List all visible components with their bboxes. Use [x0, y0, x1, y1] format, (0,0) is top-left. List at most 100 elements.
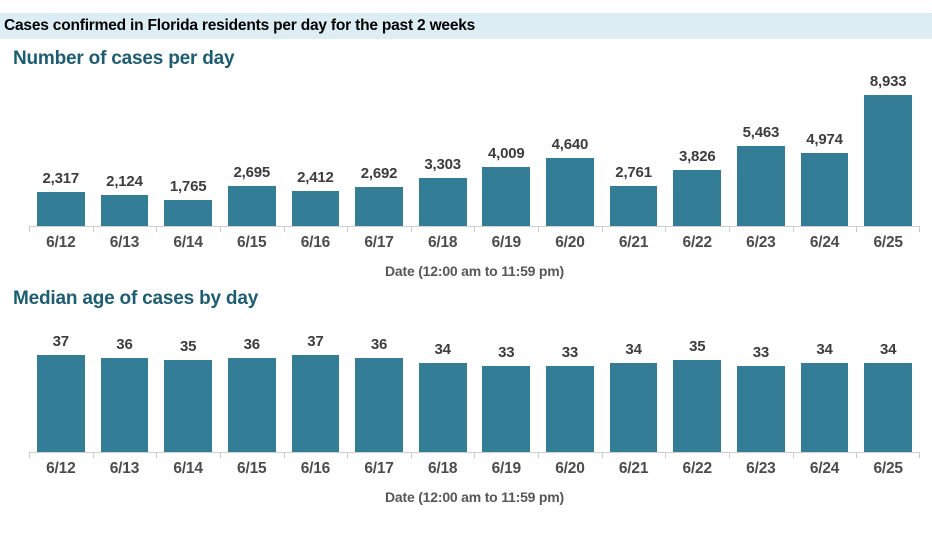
x-tick-label: 6/16	[283, 453, 348, 479]
bar: 33	[737, 344, 785, 452]
page-title: Cases confirmed in Florida residents per…	[0, 13, 932, 39]
bar: 3,303	[418, 156, 467, 226]
x-tick-label: 6/23	[729, 227, 793, 253]
cases-x-axis-caption: Date (12:00 am to 11:59 pm)	[384, 263, 564, 279]
x-tick-label: 6/18	[410, 453, 475, 479]
bar: 36	[227, 336, 276, 452]
x-tick-label: 6/24	[792, 453, 857, 479]
bar: 1,765	[164, 178, 212, 226]
bar-cell: 2,317	[29, 95, 93, 226]
x-tick-label: 6/22	[665, 227, 729, 253]
x-tick-label: 6/21	[601, 453, 666, 479]
bar-value-label: 2,761	[615, 163, 652, 181]
median-age-chart-section: Median age of cases by day 37 36 35 36 37 36 3…	[0, 288, 932, 505]
bar: 2,692	[355, 165, 403, 226]
cases-chart-section: Number of cases per day 2,317 2,124 1,765 2…	[0, 48, 932, 279]
x-tick-label: 6/17	[347, 453, 411, 479]
median-age-x-axis: 6/12 6/13 6/14 6/15 6/16 6/17 6/18 6/19 6/20 6/21…	[29, 452, 920, 479]
bar: 2,124	[100, 173, 149, 226]
x-tick-label: 6/13	[92, 453, 157, 479]
median-age-chart-title: Median age of cases by day	[13, 288, 259, 309]
bar-value-label: 36	[243, 335, 261, 353]
bar-cell: 4,974	[793, 95, 857, 226]
bar-cell: 33	[474, 344, 538, 452]
bar: 2,695	[227, 164, 276, 226]
x-tick-label: 6/25	[856, 453, 920, 479]
bar-cell: 34	[793, 341, 857, 452]
bar-value-label: 4,974	[806, 131, 843, 149]
bar-value-label: 33	[561, 343, 579, 361]
x-tick-label: 6/19	[474, 227, 538, 253]
bar-value-label: 37	[307, 333, 324, 350]
bar: 34	[864, 341, 912, 452]
cases-bar-plot: 2,317 2,124 1,765 2,695 2,412 2,692 3,303 4,009…	[29, 73, 920, 226]
bar-cell: 35	[665, 338, 729, 452]
bar-value-label: 8,933	[869, 73, 907, 90]
x-tick-label: 6/25	[856, 227, 920, 253]
bar-value-label: 34	[434, 340, 452, 358]
median-age-x-axis-caption: Date (12:00 am to 11:59 pm)	[384, 489, 564, 505]
bar: 36	[355, 336, 403, 452]
bar-cell: 3,303	[411, 95, 475, 226]
bar: 34	[609, 341, 658, 452]
bar: 33	[546, 344, 594, 452]
bar: 2,412	[291, 169, 340, 226]
x-tick-label: 6/13	[92, 227, 157, 253]
x-tick-label: 6/14	[156, 453, 220, 479]
bar-value-label: 5,463	[742, 123, 780, 141]
bar-cell: 2,761	[602, 95, 666, 226]
bar-cell: 36	[93, 336, 157, 452]
x-tick-label: 6/14	[156, 227, 220, 253]
bar-cell: 36	[347, 336, 411, 452]
x-tick-label: 6/12	[29, 227, 93, 253]
bar: 4,974	[800, 131, 849, 226]
x-tick-label: 6/18	[410, 227, 475, 253]
bar: 5,463	[737, 124, 785, 226]
bar: 33	[482, 344, 531, 452]
bar-value-label: 1,765	[169, 178, 207, 196]
bar-value-label: 36	[370, 335, 388, 353]
bar-value-label: 36	[116, 335, 133, 353]
x-tick-label: 6/16	[283, 227, 348, 253]
bar-value-label: 34	[879, 340, 897, 358]
bar-value-label: 33	[752, 343, 770, 361]
x-tick-label: 6/15	[219, 453, 284, 479]
x-tick-label: 6/17	[347, 227, 411, 253]
bar: 35	[673, 338, 722, 452]
bar-cell: 34	[602, 341, 666, 452]
bar-cell: 37	[284, 333, 348, 452]
bar-value-label: 2,124	[106, 172, 143, 190]
bar-cell: 2,695	[220, 95, 284, 226]
bar-value-label: 2,317	[42, 170, 80, 188]
x-tick-label: 6/15	[219, 227, 284, 253]
bar: 4,640	[546, 136, 594, 226]
bar: 34	[418, 341, 467, 452]
bar-value-label: 4,640	[551, 135, 589, 153]
x-tick-label: 6/23	[729, 453, 793, 479]
bar-value-label: 3,826	[678, 147, 716, 165]
bar-value-label: 35	[179, 338, 197, 356]
bar-cell: 2,412	[284, 95, 348, 226]
x-tick-label: 6/19	[474, 453, 538, 479]
bar-cell: 1,765	[156, 95, 220, 226]
bar-cell: 36	[220, 336, 284, 452]
bar: 2,317	[36, 170, 85, 226]
bar-cell: 4,009	[474, 95, 538, 226]
x-tick-label: 6/20	[538, 227, 602, 253]
x-tick-label: 6/24	[792, 227, 857, 253]
x-tick-label: 6/12	[29, 453, 93, 479]
x-tick-label: 6/20	[538, 453, 602, 479]
bar-value-label: 33	[498, 343, 515, 361]
bar-value-label: 34	[625, 340, 642, 358]
x-tick-label: 6/22	[665, 453, 729, 479]
bar: 3,826	[673, 148, 722, 226]
bar: 34	[800, 341, 849, 452]
bar-value-label: 4,009	[488, 145, 525, 163]
page: Cases confirmed in Florida residents per…	[0, 13, 932, 537]
bar-cell: 2,124	[93, 95, 157, 226]
bar-value-label: 2,692	[360, 164, 398, 182]
bar-value-label: 2,695	[233, 164, 271, 182]
bar-cell: 4,640	[538, 95, 602, 226]
bar-value-label: 3,303	[424, 155, 461, 173]
bar-value-label: 2,412	[297, 168, 334, 186]
